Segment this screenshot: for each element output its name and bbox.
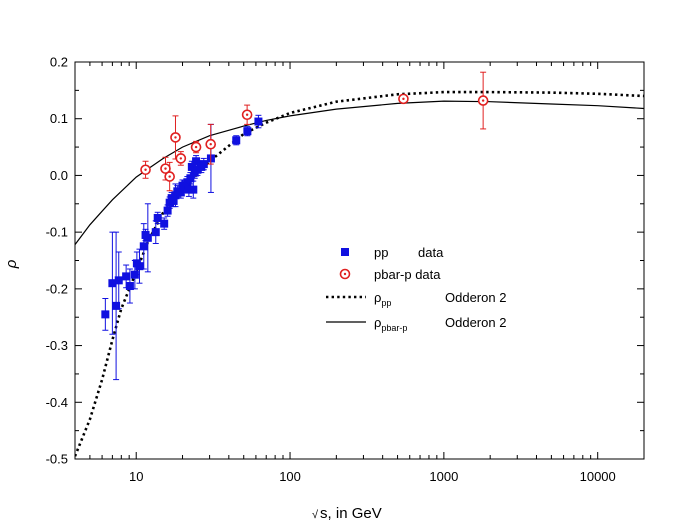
legend-circle-dot [343,272,347,276]
square-marker [139,242,148,251]
legend-label-sub: pp [381,298,391,308]
legend-label: ρpp [374,290,391,308]
legend-label: pbar-p data [374,267,441,282]
axis-tick-labels: 10 100 1000 10000 -0.5 -0.4 -0.3 -0.2 -0.1 0.0 0.1… [46,55,616,485]
model-curves [75,90,644,457]
square-marker [151,228,160,237]
legend-label-main: ρ [374,290,381,305]
pp-data-point [151,220,160,244]
plot-frame [74,61,645,460]
y-axis-label: ρ [3,259,20,269]
pp-data-point [101,297,110,331]
x-axis-label-text: s, in GeV [320,505,382,522]
pp-data-point [199,157,208,171]
pbar-p-data-point [140,160,151,179]
square-marker [143,233,152,242]
pbar-p-data-point [205,123,217,165]
pp-data-point [153,211,162,225]
x-tick-label: 10 [129,469,143,484]
square-marker [112,301,121,310]
square-marker [125,282,134,291]
square-marker [108,279,117,288]
y-tick-label: 0.1 [50,111,68,126]
pbar-p-data-point [398,93,409,105]
x-tick-label: 10000 [580,469,616,484]
square-marker [114,276,123,285]
y-tick-label: 0.0 [50,168,68,183]
square-marker [180,182,189,191]
square-marker [243,127,252,136]
pbar-p-data-point [164,161,175,192]
pbar-p-data-point [477,71,489,130]
legend-item: pp data [341,245,444,260]
axis-ticks [74,61,645,460]
legend-label: ρpbar-p [374,315,407,333]
legend-square-icon [341,248,349,256]
square-marker [192,157,201,166]
circle-marker-dot [481,99,485,102]
circle-marker-dot [168,175,171,178]
legend-label-main: pp [374,245,388,260]
legend-label-extra: data [418,245,444,260]
y-tick-label: -0.2 [46,281,68,296]
pp-data-point [114,251,123,310]
circle-marker-dot [179,157,183,160]
square-marker [135,262,144,271]
legend-label-main: pbar-p data [374,267,441,282]
square-marker [184,185,193,194]
square-marker [160,219,169,228]
pp-data-point [232,135,241,146]
square-marker [169,196,178,205]
pbar-p-data-point [175,151,187,166]
legend-label-sub: pbar-p [381,323,407,333]
legend-item: pbar-p data [339,267,441,282]
legend-label-main: ρ [374,315,381,330]
pp-data-point [125,268,134,304]
x-axis-label: √ s, in GeV [312,505,382,522]
circle-marker-dot [245,113,249,116]
legend-label-extra: Odderon 2 [445,315,506,330]
pp-data-point [160,217,169,230]
square-marker [199,160,208,169]
circle-marker-dot [164,167,167,170]
circle-marker-dot [144,168,147,171]
circle-marker-dot [402,97,405,101]
square-marker [189,185,198,194]
square-marker [163,206,172,215]
x-tick-label: 100 [279,469,301,484]
legend-item: ρpp Odderon 2 [326,290,506,308]
pp-data-point [254,114,263,129]
square-marker [122,272,131,281]
data-points [101,71,489,381]
square-marker [232,136,241,145]
pbar-p-data-point [190,140,202,154]
legend-label-extra: Odderon 2 [445,290,506,305]
pp-data-point [189,180,198,199]
pbar-p-data-point [170,115,181,160]
y-tick-label: 0.2 [50,55,68,70]
x-tick-label: 1000 [429,469,458,484]
circle-marker-dot [194,145,198,149]
y-tick-label: -0.3 [46,338,68,353]
circle-marker-dot [209,143,212,146]
square-marker [186,174,195,183]
y-tick-label: -0.5 [46,452,68,467]
pp-data-point [143,203,152,273]
pbar-p-data-point [241,104,253,125]
y-tick-label: -0.4 [46,395,68,410]
pp-data-point [243,126,252,137]
x-axis-label-sqrt: √ [312,509,319,521]
pp-model-curve [75,90,644,457]
square-marker [176,188,185,197]
square-marker [153,213,162,222]
square-marker [101,310,110,319]
square-marker [254,117,263,126]
y-tick-label: -0.1 [46,225,68,240]
legend-item: ρpbar-p Odderon 2 [326,315,506,333]
pp-data-point [112,231,121,381]
legend-label: pp [374,245,388,260]
circle-marker-dot [174,136,177,139]
